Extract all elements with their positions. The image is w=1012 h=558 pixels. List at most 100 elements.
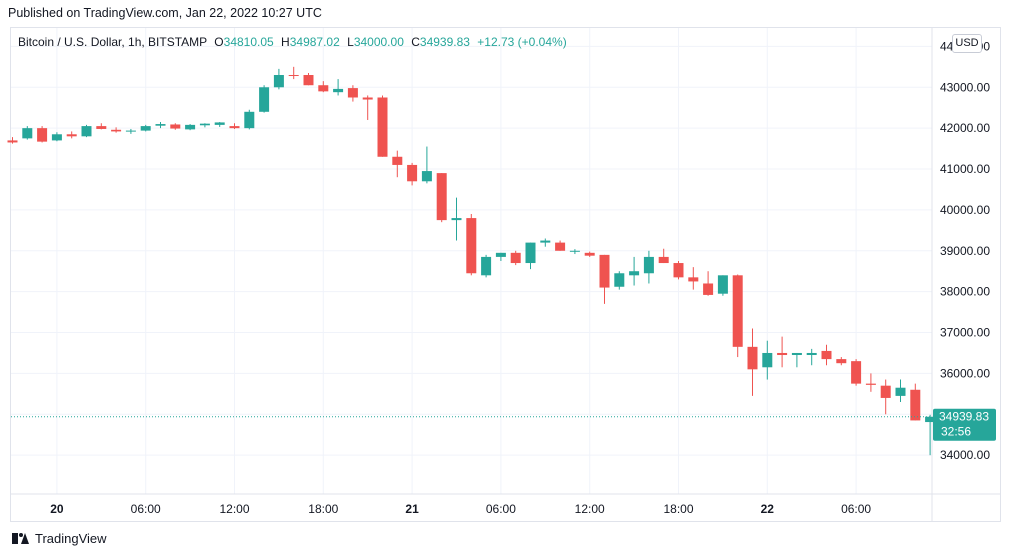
open-label: O xyxy=(214,35,224,49)
candle-body xyxy=(451,218,462,221)
x-tick-label: 18:00 xyxy=(663,502,693,516)
x-tick-label: 06:00 xyxy=(841,502,871,516)
candle xyxy=(318,81,329,93)
candle-body xyxy=(362,97,373,100)
candle xyxy=(629,256,640,286)
candle xyxy=(540,238,551,247)
candle xyxy=(140,124,151,132)
candle-body xyxy=(244,111,255,129)
candle-body xyxy=(7,140,18,143)
currency-button[interactable]: USD xyxy=(952,34,982,53)
candle xyxy=(569,249,580,255)
y-tick-label: 36000.00 xyxy=(940,366,990,380)
candle xyxy=(865,373,876,392)
candle xyxy=(155,122,166,129)
candle xyxy=(66,131,77,139)
y-tick-label: 39000.00 xyxy=(940,244,990,258)
candle-body xyxy=(555,242,566,251)
candle-body xyxy=(303,75,314,86)
x-tick-label: 18:00 xyxy=(308,502,338,516)
candle-body xyxy=(629,271,640,276)
candle xyxy=(717,275,728,296)
candle xyxy=(421,146,432,184)
candle-body xyxy=(273,75,284,88)
candle-body xyxy=(140,126,151,131)
candle-body xyxy=(333,88,344,93)
open-value: 34810.05 xyxy=(223,35,274,49)
candle-body xyxy=(199,123,210,126)
footer-brand-label: TradingView xyxy=(35,531,107,546)
candle xyxy=(303,72,314,86)
candle xyxy=(7,137,18,144)
x-tick-label: 12:00 xyxy=(219,502,249,516)
last-price-value: 34939.83 xyxy=(939,410,989,424)
candle-body xyxy=(155,124,166,126)
candle-body xyxy=(377,97,388,157)
candle-body xyxy=(584,252,595,256)
y-tick-label: 42000.00 xyxy=(940,121,990,135)
candle-body xyxy=(777,352,788,356)
candle xyxy=(747,328,758,396)
candle-body xyxy=(747,346,758,370)
candle-body xyxy=(806,352,817,356)
candle xyxy=(599,254,610,304)
candle-body xyxy=(880,385,891,398)
candle xyxy=(170,123,181,130)
candle-body xyxy=(510,252,521,264)
candle xyxy=(333,79,344,96)
candle-body xyxy=(407,164,418,182)
footer-brand[interactable]: TradingView xyxy=(12,531,107,546)
candle xyxy=(273,68,284,90)
candle-body xyxy=(185,124,196,130)
close-label: C xyxy=(411,35,420,49)
candle xyxy=(777,336,788,368)
candle xyxy=(821,344,832,366)
candle xyxy=(762,340,773,380)
bar-countdown: 32:56 xyxy=(941,425,971,439)
candle xyxy=(436,173,447,223)
candle-body xyxy=(170,124,181,129)
candle xyxy=(407,162,418,186)
candle xyxy=(37,126,48,143)
x-tick-label: 06:00 xyxy=(486,502,516,516)
candle xyxy=(688,267,699,290)
candle xyxy=(895,379,906,403)
candle xyxy=(791,352,802,368)
candle xyxy=(185,124,196,131)
candle xyxy=(466,213,477,276)
close-value: 34939.83 xyxy=(419,35,470,49)
y-tick-label: 43000.00 xyxy=(940,80,990,94)
candle xyxy=(451,197,462,241)
candle xyxy=(199,123,210,128)
candle-body xyxy=(717,275,728,294)
x-tick-label: 06:00 xyxy=(131,502,161,516)
candle-body xyxy=(125,130,136,132)
candle-body xyxy=(111,129,122,132)
y-tick-label: 37000.00 xyxy=(940,326,990,340)
candle-body xyxy=(37,128,48,142)
high-label: H xyxy=(281,35,290,49)
candle xyxy=(125,128,136,134)
candle-body xyxy=(347,88,358,98)
change-value: +12.73 (+0.04%) xyxy=(477,35,567,49)
candle xyxy=(495,252,506,261)
candle-body xyxy=(421,171,432,182)
candle xyxy=(392,150,403,178)
candle xyxy=(347,85,358,102)
candle-body xyxy=(703,283,714,295)
candle xyxy=(22,126,33,140)
chart-frame[interactable] xyxy=(10,27,1001,522)
candle-body xyxy=(259,87,270,112)
candle-body xyxy=(925,416,936,423)
candle xyxy=(510,250,521,266)
candle xyxy=(362,95,373,120)
candle-body xyxy=(732,275,743,347)
x-tick-label: 20 xyxy=(50,502,64,516)
candle-body xyxy=(614,273,625,287)
candle xyxy=(81,124,92,138)
candle-body xyxy=(51,134,62,141)
candle xyxy=(643,250,654,284)
candle xyxy=(259,85,270,113)
candle xyxy=(806,348,817,366)
